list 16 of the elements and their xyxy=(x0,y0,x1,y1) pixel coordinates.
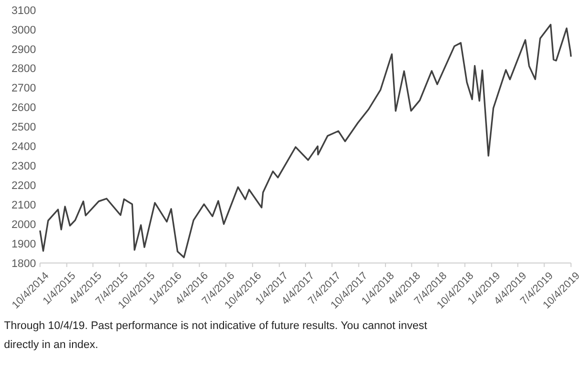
y-tick-label: 2100 xyxy=(12,199,36,212)
y-tick-label: 2800 xyxy=(12,63,36,76)
y-tick-label: 2700 xyxy=(12,82,36,95)
y-tick-label: 2500 xyxy=(12,122,36,134)
y-tick-label: 1800 xyxy=(12,258,36,270)
y-tick-label: 2900 xyxy=(12,44,36,56)
y-tick-label: 2600 xyxy=(12,102,36,114)
y-tick-label: 3100 xyxy=(12,4,36,17)
y-tick-label: 1900 xyxy=(12,238,36,250)
y-tick-label: 2000 xyxy=(12,218,36,231)
text: Through 10/4/19. Past performance is not indicative of future results. You cannot invest directly in an index. xyxy=(4,320,428,351)
line-series xyxy=(39,24,572,258)
y-tick-label: 2200 xyxy=(12,180,36,192)
y-tick-label: 2300 xyxy=(12,160,36,173)
y-tick-label: 3000 xyxy=(12,24,36,36)
y-tick-label: 2400 xyxy=(12,141,36,154)
